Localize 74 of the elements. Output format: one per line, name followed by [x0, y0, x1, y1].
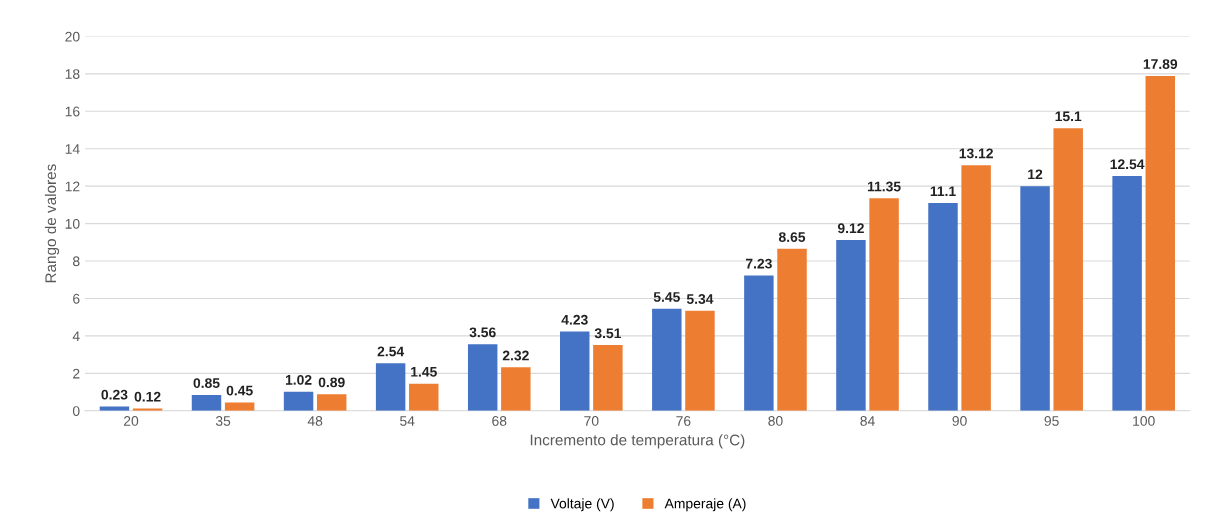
data-label: 2.32: [502, 350, 529, 361]
x-tick-label: 35: [215, 416, 231, 426]
data-label: 3.56: [469, 327, 496, 338]
x-tick-label: 54: [400, 416, 415, 426]
data-label: 0.45: [226, 385, 253, 396]
y-tick-label: 0: [72, 406, 80, 416]
bar: [593, 345, 623, 411]
y-tick-label: 2: [73, 368, 80, 379]
data-label: 5.34: [686, 294, 714, 304]
bar: [685, 310, 715, 411]
bar: [836, 240, 866, 411]
data-label: 0.23: [101, 389, 128, 400]
data-label: 17.89: [1143, 59, 1178, 69]
data-label: 12.54: [1110, 159, 1145, 170]
bar: [652, 308, 682, 411]
bar: [467, 344, 498, 411]
data-label: 2.54: [377, 346, 405, 357]
bar: [501, 367, 531, 411]
y-tick-label: 8: [73, 256, 80, 267]
data-label: 15.1: [1055, 111, 1082, 122]
data-label: 11.1: [930, 186, 956, 196]
x-tick-label: 76: [676, 416, 691, 426]
x-tick-label: 100: [1133, 416, 1155, 426]
y-tick-label: 4: [72, 331, 80, 341]
x-axis-title: Incremento de temperatura (°C): [530, 434, 745, 449]
data-label: 4.23: [561, 314, 588, 325]
bar: [961, 165, 991, 411]
bar: [744, 275, 774, 411]
data-label: 11.35: [867, 181, 901, 192]
legend-label: Amperaje (A): [664, 498, 746, 512]
x-tick-label: 48: [307, 416, 323, 426]
y-axis-title: Rango de valores: [44, 164, 60, 283]
x-tick-label: 70: [584, 416, 599, 426]
data-label: 3.51: [594, 328, 622, 339]
data-label: 9.12: [837, 223, 864, 234]
data-label: 1.45: [411, 367, 437, 377]
data-label: 8.65: [778, 232, 806, 242]
x-tick-label: 80: [768, 416, 783, 426]
bar: [409, 383, 439, 411]
data-label: 12: [1028, 169, 1043, 180]
data-label: 5.45: [653, 292, 680, 302]
bar: [1112, 176, 1142, 411]
x-tick-label: 90: [952, 416, 967, 426]
x-tick-label: 95: [1044, 416, 1059, 426]
y-tick-label: 16: [65, 106, 80, 117]
data-label: 0.89: [318, 377, 345, 388]
x-tick-label: 84: [860, 416, 875, 426]
bar: [224, 402, 255, 411]
data-label: 7.23: [745, 258, 772, 269]
bar: [1053, 128, 1083, 411]
bar: [1145, 75, 1175, 411]
y-tick-label: 12: [65, 181, 80, 192]
bar: [283, 391, 314, 411]
bar: [869, 198, 899, 411]
bar: [777, 248, 807, 411]
y-tick-label: 20: [65, 31, 80, 42]
data-label: 0.85: [193, 378, 220, 388]
y-tick-label: 10: [65, 218, 80, 229]
x-tick-label: 20: [123, 416, 139, 426]
bar: [1020, 186, 1050, 411]
bar: [191, 394, 222, 411]
bar: [316, 394, 347, 411]
bar: [560, 331, 590, 411]
data-label: 13.12: [959, 148, 993, 159]
data-label: 1.02: [285, 374, 312, 385]
y-tick-label: 18: [65, 69, 80, 80]
y-tick-label: 14: [65, 144, 80, 154]
legend-label: Voltaje (V): [550, 498, 614, 512]
y-tick-label: 6: [73, 293, 80, 304]
bar: [375, 363, 406, 411]
bar: [99, 406, 130, 411]
x-tick-label: 68: [492, 416, 507, 426]
data-label: 0.12: [134, 391, 161, 402]
bar: [928, 203, 958, 411]
